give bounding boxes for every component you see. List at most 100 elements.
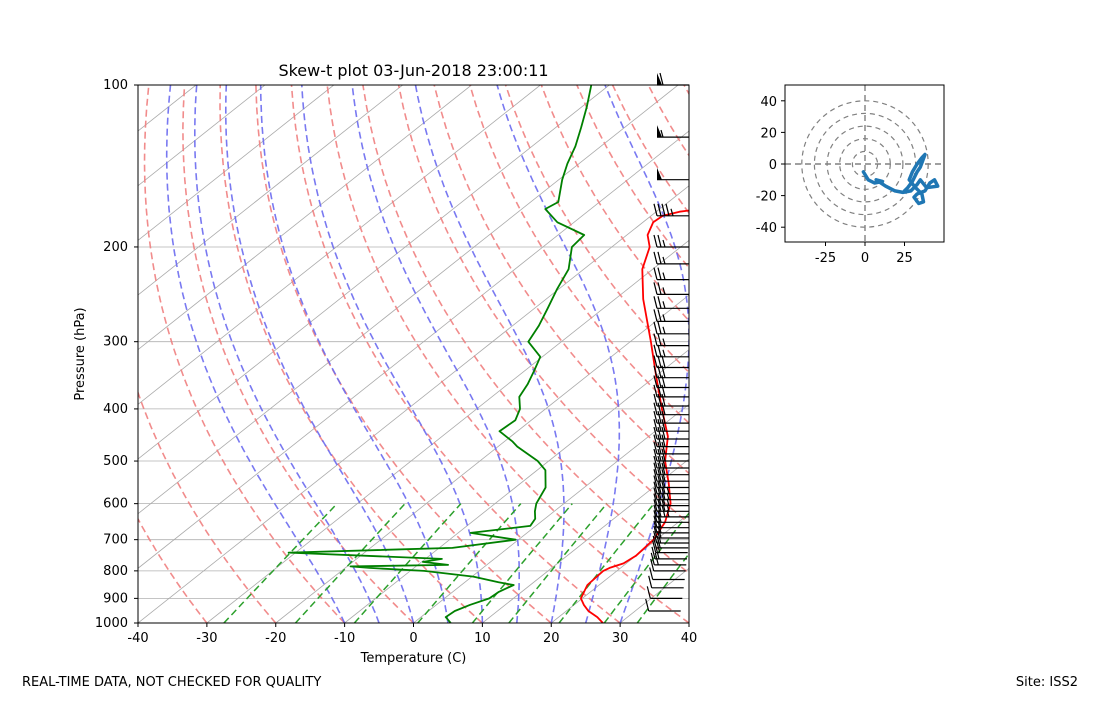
hodograph-x-tick-label: -25: [815, 251, 836, 266]
moist-adiabat-line: [194, 85, 380, 623]
barb-full: [653, 504, 658, 518]
barb-full: [657, 510, 662, 523]
moist-adiabat-line: [351, 85, 521, 623]
hodograph-y-tick-label: 0: [769, 158, 777, 173]
barb-full: [661, 402, 666, 415]
barb-full: [657, 448, 662, 462]
barb-full: [653, 282, 658, 295]
wind-barb: [653, 296, 689, 309]
dry-adiabat-line: [611, 85, 689, 215]
barb-full: [657, 434, 662, 447]
y-tick-label: 900: [103, 591, 128, 606]
barb-full: [648, 575, 653, 588]
barb-full: [653, 475, 658, 488]
barb-full: [657, 475, 662, 488]
barb-half: [662, 272, 666, 280]
barb-full: [650, 552, 655, 566]
dry-adiabat-line: [138, 390, 277, 623]
wind-barb: [653, 267, 689, 281]
barb-full: [653, 234, 658, 248]
x-tick-label: -20: [265, 631, 286, 646]
dry-adiabat-line: [255, 85, 552, 623]
barb-full: [657, 309, 662, 322]
moist-adiabat-line: [604, 85, 689, 623]
wind-barb: [645, 598, 681, 612]
barb-full: [657, 410, 662, 424]
y-tick-label: 700: [103, 533, 128, 548]
wind-barb: [650, 558, 686, 572]
y-tick-label: 200: [103, 240, 128, 255]
wind-barb: [653, 333, 689, 347]
barb-full: [657, 203, 662, 216]
isotherm-line: [206, 239, 689, 623]
wind-barb: [653, 499, 689, 512]
barb-half: [662, 314, 666, 322]
hodograph-y-tick-label: 20: [760, 126, 777, 141]
isotherm-line: [138, 130, 689, 569]
barb-full: [650, 558, 655, 572]
barb-full: [661, 455, 666, 469]
wind-barb: [653, 441, 689, 455]
barb-full: [661, 203, 666, 216]
barb-full: [653, 499, 658, 512]
barb-full: [653, 510, 658, 523]
moist-adiabat-line: [225, 85, 415, 623]
barb-full: [653, 267, 658, 280]
barb-full: [653, 296, 658, 309]
hodograph-axes: 40 20 0 -20 -40 -25 0 25: [756, 84, 945, 266]
moist-adiabat-line: [165, 85, 346, 623]
wind-barbs: [645, 72, 689, 612]
barb-full: [657, 462, 662, 475]
barb-full: [657, 321, 662, 334]
mixing-ratio-line: [636, 552, 689, 623]
wind-barb: [653, 515, 689, 529]
wind-barb: [653, 455, 689, 469]
x-tick-label: -10: [334, 631, 355, 646]
barb-half: [666, 498, 670, 506]
barb-half: [662, 301, 666, 309]
barb-full: [661, 355, 666, 368]
barb-full: [657, 441, 662, 455]
barb-full: [653, 410, 658, 424]
barb-full: [657, 282, 662, 295]
wind-barb: [652, 540, 688, 554]
barb-full: [661, 448, 666, 462]
barb-full: [653, 321, 658, 334]
barb-full: [661, 393, 666, 407]
barb-full: [653, 455, 658, 469]
barb-full: [652, 535, 657, 549]
isotherm-line: [619, 567, 689, 623]
wind-barb: [653, 251, 689, 265]
dry-adiabat-line: [138, 517, 208, 623]
barb-full: [653, 365, 658, 378]
wind-barb: [657, 72, 689, 86]
barb-full: [657, 515, 662, 528]
wind-barb: [653, 426, 689, 440]
barb-half: [662, 239, 666, 248]
barb-full: [657, 365, 662, 378]
barb-full: [651, 546, 656, 560]
wind-barb: [653, 504, 689, 518]
barb-full: [649, 567, 654, 580]
wind-barb: [653, 419, 689, 432]
wind-barb: [653, 475, 689, 489]
x-tick-label: 10: [474, 631, 491, 646]
barb-half: [666, 486, 670, 494]
isotherm-line: [275, 294, 689, 623]
quality-disclaimer: REAL-TIME DATA, NOT CHECKED FOR QUALITY: [22, 675, 322, 690]
barb-full: [657, 296, 662, 309]
wind-barb: [648, 575, 684, 589]
barb-full: [657, 487, 662, 500]
mixing-ratio-line: [294, 503, 406, 623]
barb-full: [657, 419, 662, 432]
skewt-guide-lines: [138, 85, 1100, 623]
barb-half: [662, 287, 666, 295]
dry-adiabat-line: [791, 85, 1100, 623]
y-tick-label: 800: [103, 564, 128, 579]
barb-full: [657, 455, 662, 469]
barb-full: [652, 540, 657, 553]
isotherm-line: [413, 403, 689, 623]
barb-full: [653, 251, 658, 265]
dry-adiabat-line: [362, 85, 689, 575]
